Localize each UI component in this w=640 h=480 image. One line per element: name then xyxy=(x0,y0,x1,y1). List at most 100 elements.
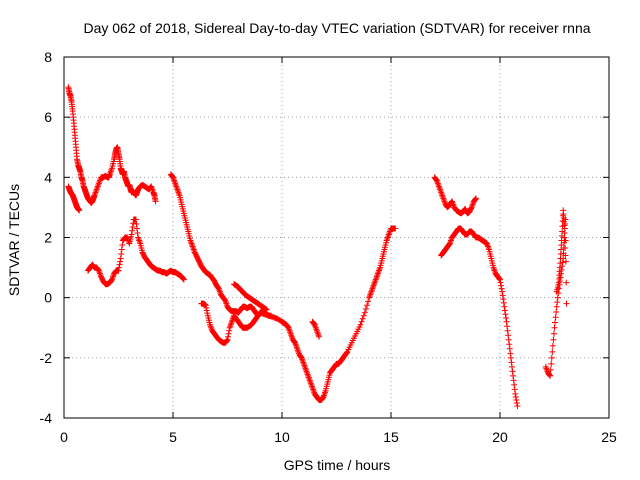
data-point-marker xyxy=(180,276,187,283)
data-point-marker xyxy=(553,308,560,315)
data-point-marker xyxy=(511,381,518,388)
data-point-marker xyxy=(497,279,504,286)
data-point-marker xyxy=(133,220,140,227)
data-point-marker xyxy=(504,323,511,330)
grid-lines xyxy=(64,57,609,418)
data-point-marker xyxy=(547,372,554,379)
data-point-marker xyxy=(559,217,566,224)
data-point-marker xyxy=(505,332,512,339)
data-point-marker xyxy=(316,333,323,340)
data-point-marker xyxy=(512,390,519,397)
data-point-marker xyxy=(552,319,559,326)
series-group xyxy=(438,225,521,409)
data-point-marker xyxy=(202,302,209,309)
x-tick-label: 15 xyxy=(383,429,399,445)
y-tick-label: -4 xyxy=(40,410,53,426)
data-point-marker xyxy=(553,303,560,310)
data-point-marker xyxy=(510,377,517,384)
data-point-marker xyxy=(223,337,230,344)
x-tick-label: 5 xyxy=(169,429,177,445)
data-point-marker xyxy=(507,350,514,357)
data-point-marker xyxy=(549,342,556,349)
data-point-marker xyxy=(546,372,553,379)
data-point-marker xyxy=(225,333,232,340)
y-tick-label: -2 xyxy=(40,350,53,366)
data-point-marker xyxy=(268,312,275,319)
data-point-marker xyxy=(180,275,187,282)
data-point-marker xyxy=(505,336,512,343)
data-point-marker xyxy=(500,299,507,306)
data-point-marker xyxy=(225,330,232,337)
data-point-marker xyxy=(561,237,568,244)
data-point-marker xyxy=(473,195,480,202)
y-tick-label: 0 xyxy=(44,290,52,306)
data-point-marker xyxy=(561,222,568,229)
data-point-marker xyxy=(116,261,123,268)
data-point-marker xyxy=(364,302,371,309)
data-point-marker xyxy=(117,255,124,262)
data-point-marker xyxy=(204,310,211,317)
data-point-marker xyxy=(498,282,505,289)
y-tick-label: 8 xyxy=(44,49,52,65)
data-point-marker xyxy=(224,336,231,343)
x-tick-labels: 0 5 10 15 20 25 xyxy=(60,429,617,445)
x-axis-label: GPS time / hours xyxy=(284,457,391,473)
data-point-marker xyxy=(551,324,558,331)
data-point-marker xyxy=(503,318,510,325)
data-point-marker xyxy=(547,366,554,373)
data-point-marker xyxy=(136,237,143,244)
data-point-marker xyxy=(550,336,557,343)
data-point-marker xyxy=(514,402,521,409)
data-point-marker xyxy=(115,267,122,274)
data-point-marker xyxy=(549,348,556,355)
data-point-marker xyxy=(361,309,368,316)
series-group xyxy=(231,281,270,313)
data-point-marker xyxy=(134,229,141,236)
data-point-marker xyxy=(498,285,505,292)
data-point-marker xyxy=(496,275,503,282)
data-point-marker xyxy=(510,372,517,379)
data-point-marker xyxy=(550,330,557,337)
data-point-marker xyxy=(118,246,125,253)
data-point-marker xyxy=(504,327,511,334)
data-point-marker xyxy=(357,321,364,328)
series-group xyxy=(553,207,569,295)
y-tick-label: 4 xyxy=(44,169,52,185)
data-point-marker xyxy=(129,227,136,234)
data-point-marker xyxy=(392,225,399,232)
data-point-marker xyxy=(513,396,520,403)
data-point-marker xyxy=(358,318,365,325)
y-tick-label: 2 xyxy=(44,230,52,246)
y-axis-label: SDTVAR / TECUs xyxy=(6,184,22,296)
series-group xyxy=(431,174,480,217)
data-point-marker xyxy=(552,314,559,321)
series-group xyxy=(167,171,399,403)
data-point-marker xyxy=(360,312,367,319)
x-tick-label: 10 xyxy=(274,429,290,445)
data-point-marker xyxy=(548,360,555,367)
data-point-marker xyxy=(76,207,83,214)
data-point-marker xyxy=(152,198,159,205)
data-point-marker xyxy=(203,304,210,311)
data-point-marker xyxy=(562,258,569,265)
data-point-marker xyxy=(501,307,508,314)
data-point-marker xyxy=(563,300,570,307)
data-point-marker xyxy=(506,345,513,352)
x-tick-label: 0 xyxy=(60,429,68,445)
series-group xyxy=(309,318,323,340)
data-point-marker xyxy=(561,229,568,236)
data-point-marker xyxy=(130,220,137,227)
data-point-marker xyxy=(562,252,569,259)
data-point-marker xyxy=(132,216,139,223)
data-point-marker xyxy=(365,298,372,305)
plot-frame xyxy=(63,56,610,419)
data-point-marker xyxy=(499,292,506,299)
data-point-marker xyxy=(513,399,520,406)
series-group xyxy=(65,183,83,214)
data-point-marker xyxy=(502,311,509,318)
data-point-marker xyxy=(509,368,516,375)
data-point-marker xyxy=(562,245,569,252)
data-point-marker xyxy=(508,359,515,366)
data-point-marker xyxy=(116,264,123,271)
